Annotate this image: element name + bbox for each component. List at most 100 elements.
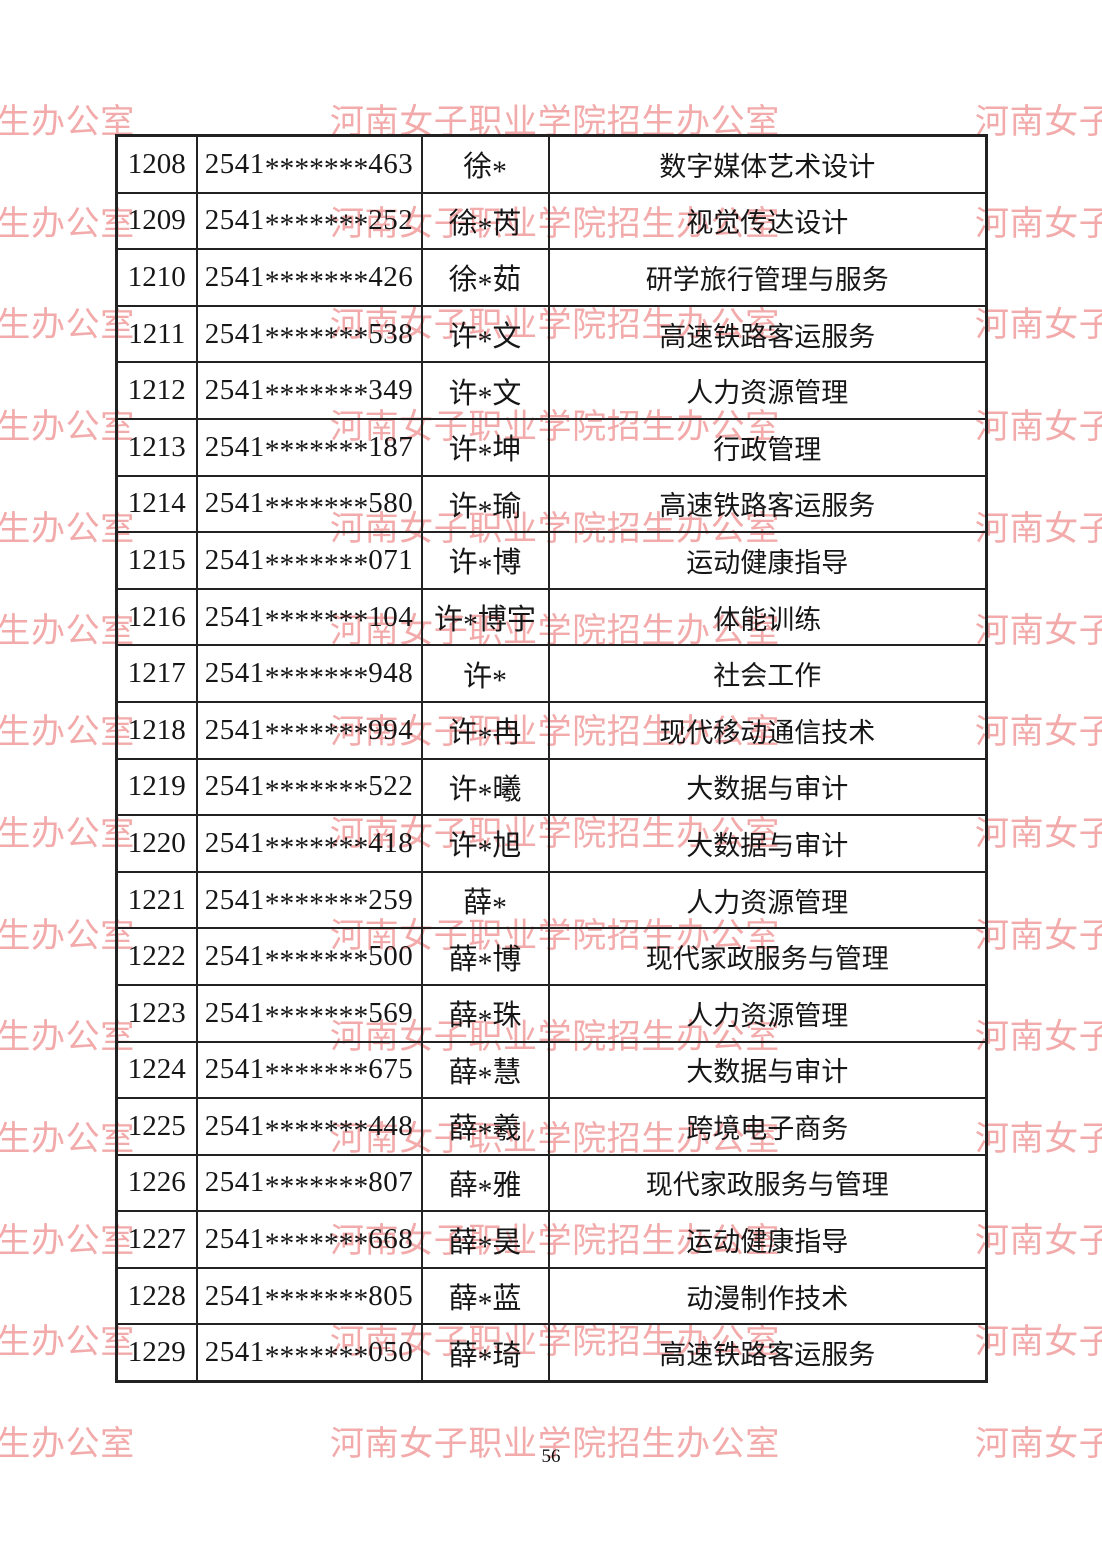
cell-student-name: 薛*琦	[420, 1323, 550, 1383]
masked-digits: *	[477, 212, 493, 245]
cell-serial-number: 1229	[115, 1323, 198, 1383]
watermark-text: 河南女子职业学院招生办公室	[975, 612, 1102, 650]
masked-digits: *******	[264, 831, 369, 864]
cell-exam-id: 2541*******668	[195, 1210, 423, 1269]
table-row: 1227 2541*******668 薛*昊 运动健康指导	[115, 1210, 988, 1269]
masked-digits: *	[477, 1004, 493, 1037]
table-row: 1224 2541*******675 薛*慧 大数据与审计	[115, 1040, 988, 1100]
cell-student-name: 许*	[420, 644, 550, 703]
cell-student-name: 薛*羲	[420, 1097, 550, 1156]
cell-exam-id: 2541*******418	[195, 814, 423, 873]
cell-student-name: 薛*博	[420, 927, 550, 986]
table-row: 1215 2541*******071 许*博 运动健康指导	[115, 531, 988, 590]
cell-admitted-major: 现代家政服务与管理	[547, 927, 988, 986]
masked-digits: *******	[264, 548, 369, 581]
watermark-text: 河南女子职业学院招生办公室	[975, 1324, 1102, 1362]
table-row: 1228 2541*******805 薛*蓝 动漫制作技术	[115, 1266, 988, 1326]
masked-digits: *	[477, 325, 493, 358]
cell-admitted-major: 研学旅行管理与服务	[547, 248, 988, 307]
watermark-text: 河南女子职业学院招生办公室	[975, 1019, 1102, 1057]
cell-serial-number: 1211	[115, 304, 198, 364]
cell-admitted-major: 大数据与审计	[547, 814, 988, 873]
table-row: 1219 2541*******522 许*曦 大数据与审计	[115, 757, 988, 817]
masked-digits: *******	[264, 718, 369, 751]
watermark-text: 河南女子职业学院招生办公室	[975, 815, 1102, 853]
cell-exam-id: 2541*******538	[195, 304, 423, 364]
masked-digits: *******	[264, 265, 369, 298]
table-row: 1226 2541*******807 薛*雅 现代家政服务与管理	[115, 1153, 988, 1213]
cell-admitted-major: 高速铁路客运服务	[547, 474, 988, 534]
cell-student-name: 许*冉	[420, 700, 550, 760]
cell-student-name: 许*文	[420, 361, 550, 420]
masked-digits: *******	[264, 435, 369, 468]
masked-digits: *	[477, 1174, 493, 1207]
cell-exam-id: 2541*******463	[195, 134, 423, 194]
masked-digits: *	[477, 495, 493, 528]
cell-serial-number: 1210	[115, 248, 198, 307]
masked-digits: *	[477, 948, 493, 981]
table-row: 1217 2541*******948 许* 社会工作	[115, 644, 988, 703]
cell-exam-id: 2541*******071	[195, 531, 423, 590]
masked-digits: *******	[264, 1058, 369, 1091]
table-row: 1216 2541*******104 许*博宇 体能训练	[115, 587, 988, 647]
cell-exam-id: 2541*******259	[195, 870, 423, 930]
cell-serial-number: 1212	[115, 361, 198, 420]
table-row: 1229 2541*******050 薛*琦 高速铁路客运服务	[115, 1323, 988, 1383]
table-row: 1223 2541*******569 薛*珠 人力资源管理	[115, 983, 988, 1043]
masked-digits: *******	[264, 944, 369, 977]
cell-exam-id: 2541*******807	[195, 1153, 423, 1213]
cell-exam-id: 2541*******580	[195, 474, 423, 534]
masked-digits: *	[477, 778, 493, 811]
masked-digits: *******	[264, 661, 369, 694]
masked-digits: *******	[264, 492, 369, 525]
cell-student-name: 许*博宇	[420, 587, 550, 647]
cell-exam-id: 2541*******805	[195, 1266, 423, 1326]
cell-admitted-major: 高速铁路客运服务	[547, 304, 988, 364]
masked-digits: *	[477, 438, 493, 471]
cell-student-name: 薛*雅	[420, 1153, 550, 1213]
masked-digits: *******	[264, 1284, 369, 1317]
cell-student-name: 薛*昊	[420, 1210, 550, 1269]
table-row: 1218 2541*******994 许*冉 现代移动通信技术	[115, 700, 988, 760]
masked-digits: *	[463, 608, 478, 641]
masked-digits: *******	[264, 888, 369, 921]
cell-admitted-major: 动漫制作技术	[547, 1266, 988, 1326]
cell-exam-id: 2541*******252	[195, 191, 423, 251]
cell-exam-id: 2541*******569	[195, 983, 423, 1043]
masked-digits: *******	[264, 378, 369, 411]
watermark-text: 河南女子职业学院招生办公室	[975, 714, 1102, 752]
masked-digits: *	[477, 1118, 493, 1151]
cell-exam-id: 2541*******349	[195, 361, 423, 420]
masked-digits: *	[477, 721, 493, 754]
cell-admitted-major: 现代移动通信技术	[547, 700, 988, 760]
cell-student-name: 薛*慧	[420, 1040, 550, 1100]
table-row: 1210 2541*******426 徐*茹 研学旅行管理与服务	[115, 248, 988, 307]
cell-exam-id: 2541*******948	[195, 644, 423, 703]
watermark-text: 河南女子职业学院招生办公室	[975, 409, 1102, 447]
cell-student-name: 许*坤	[420, 417, 550, 477]
cell-admitted-major: 人力资源管理	[547, 361, 988, 420]
cell-serial-number: 1217	[115, 644, 198, 703]
cell-admitted-major: 大数据与审计	[547, 1040, 988, 1100]
cell-serial-number: 1214	[115, 474, 198, 534]
cell-serial-number: 1209	[115, 191, 198, 251]
cell-serial-number: 1218	[115, 700, 198, 760]
cell-exam-id: 2541*******104	[195, 587, 423, 647]
masked-digits: *******	[264, 775, 369, 808]
watermark-text: 河南女子职业学院招生办公室	[975, 510, 1102, 548]
watermark-text: 河南女子职业学院招生办公室	[975, 104, 1102, 141]
table-row: 1212 2541*******349 许*文 人力资源管理	[115, 361, 988, 420]
cell-admitted-major: 视觉传达设计	[547, 191, 988, 251]
cell-admitted-major: 体能训练	[547, 587, 988, 647]
cell-student-name: 薛*蓝	[420, 1266, 550, 1326]
masked-digits: *******	[264, 1114, 369, 1147]
table-row: 1214 2541*******580 许*瑜 高速铁路客运服务	[115, 474, 988, 534]
cell-exam-id: 2541*******187	[195, 417, 423, 477]
masked-digits: *******	[264, 322, 369, 355]
masked-digits: *	[492, 891, 507, 924]
masked-digits: *******	[264, 209, 369, 242]
cell-serial-number: 1222	[115, 927, 198, 986]
cell-serial-number: 1225	[115, 1097, 198, 1156]
watermark-text: 河南女子职业学院招生办公室	[975, 307, 1102, 345]
cell-exam-id: 2541*******994	[195, 700, 423, 760]
